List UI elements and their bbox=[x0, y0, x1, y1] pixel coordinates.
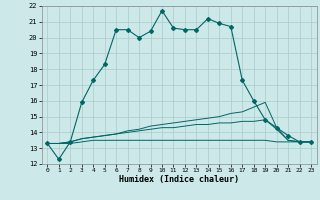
X-axis label: Humidex (Indice chaleur): Humidex (Indice chaleur) bbox=[119, 175, 239, 184]
